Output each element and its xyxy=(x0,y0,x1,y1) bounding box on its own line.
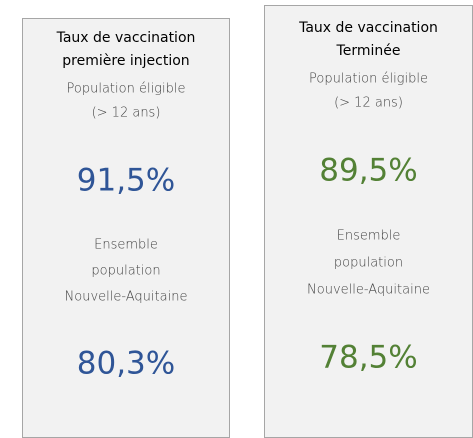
total-label: Ensemble xyxy=(336,228,401,244)
eligible-label: (> 12 ans) xyxy=(334,95,403,111)
eligible-value: 91,5% xyxy=(76,162,176,199)
eligible-label: Population éligible xyxy=(309,71,428,87)
card: Taux de vaccination Terminée Population él… xyxy=(264,5,473,438)
eligible-label: (> 12 ans) xyxy=(91,105,161,121)
total-label: population xyxy=(333,255,404,271)
card-title: Taux de vaccination xyxy=(56,30,196,46)
card-title: première injection xyxy=(62,53,190,69)
total-label: Ensemble xyxy=(94,237,158,253)
total-label: Nouvelle-Aquitaine xyxy=(64,289,188,305)
eligible-label: Population éligible xyxy=(66,81,186,97)
total-label: Nouvelle-Aquitaine xyxy=(307,282,430,298)
card: Taux de vaccination première injection Pop… xyxy=(22,18,230,438)
total-value: 78,5% xyxy=(319,339,418,376)
eligible-value: 89,5% xyxy=(319,152,418,189)
card-title: Terminée xyxy=(336,43,401,59)
page: Taux de vaccination première injection Pop… xyxy=(22,5,473,438)
total-label: population xyxy=(91,263,161,279)
total-value: 80,3% xyxy=(76,345,176,382)
card-title: Taux de vaccination xyxy=(299,20,438,36)
